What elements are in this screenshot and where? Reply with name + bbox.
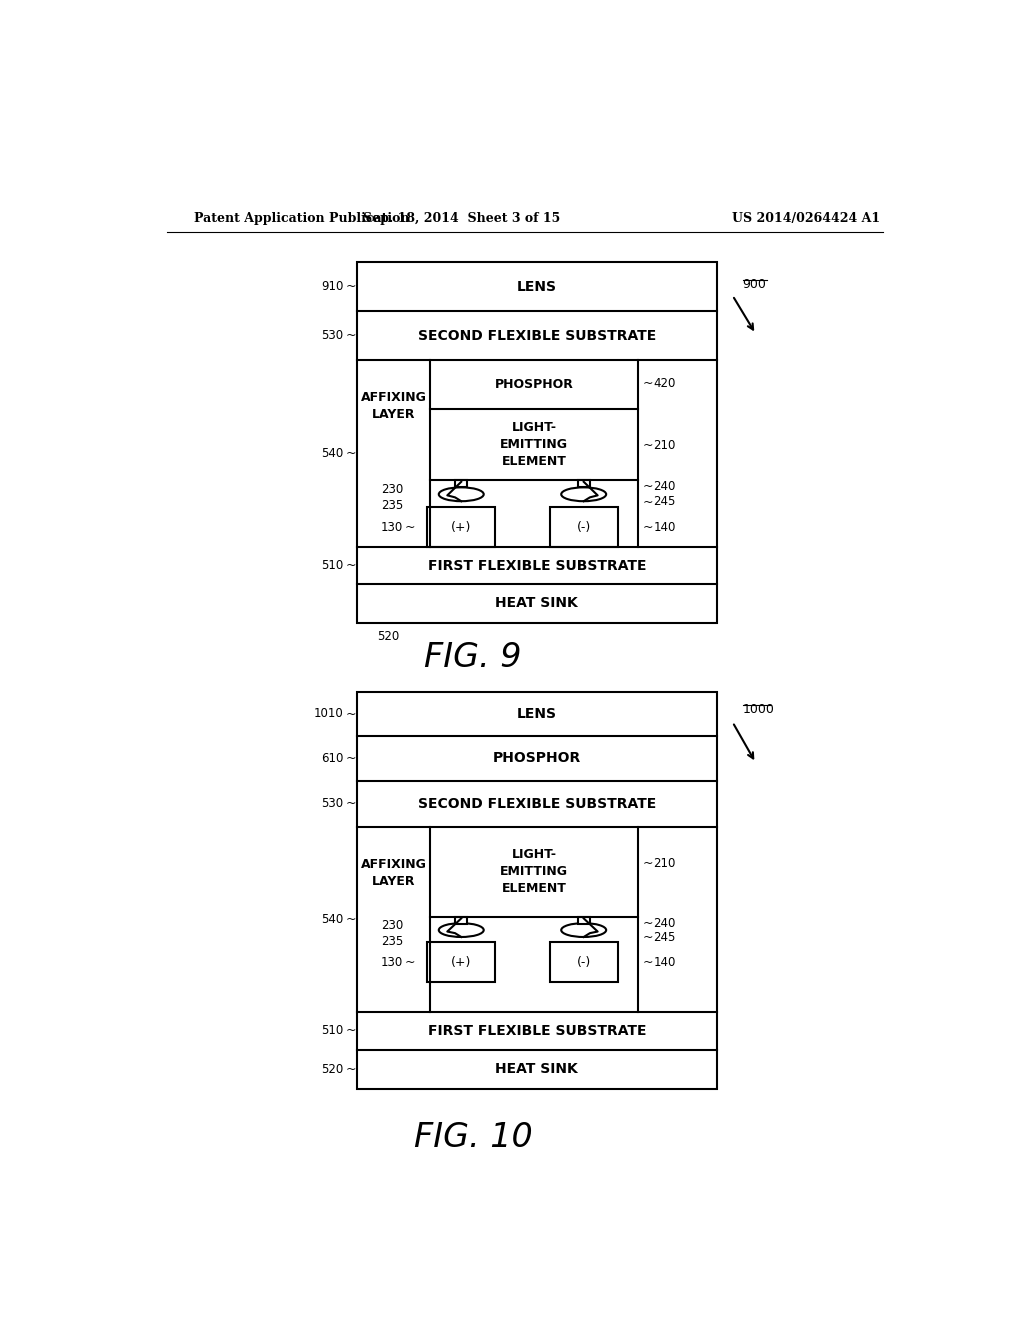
Text: AFFIXING
LAYER: AFFIXING LAYER <box>360 858 426 888</box>
Text: 235: 235 <box>381 499 403 512</box>
Ellipse shape <box>561 923 606 937</box>
Text: ~: ~ <box>346 560 356 573</box>
Text: (+): (+) <box>451 520 471 533</box>
Text: 1000: 1000 <box>742 704 774 717</box>
Text: 420: 420 <box>653 376 676 389</box>
Bar <box>578 917 590 924</box>
Text: 130: 130 <box>381 520 403 533</box>
Text: PHOSPHOR: PHOSPHOR <box>493 751 581 766</box>
Text: ~: ~ <box>643 480 653 492</box>
Text: ~: ~ <box>346 797 356 810</box>
Bar <box>550 507 617 548</box>
Bar <box>427 507 496 548</box>
Text: LENS: LENS <box>517 280 557 293</box>
Text: ~: ~ <box>404 956 415 969</box>
Ellipse shape <box>438 487 483 502</box>
Text: 530: 530 <box>322 797 343 810</box>
Text: ~: ~ <box>643 932 653 944</box>
Text: ~: ~ <box>643 916 653 929</box>
Text: 245: 245 <box>653 495 676 508</box>
Text: ~: ~ <box>643 956 653 969</box>
Text: ~: ~ <box>346 447 356 461</box>
Text: 140: 140 <box>653 956 676 969</box>
Text: AFFIXING
LAYER: AFFIXING LAYER <box>360 391 426 421</box>
Text: FIRST FLEXIBLE SUBSTRATE: FIRST FLEXIBLE SUBSTRATE <box>428 558 646 573</box>
Text: ~: ~ <box>346 1024 356 1038</box>
Text: ~: ~ <box>346 329 356 342</box>
Text: SECOND FLEXIBLE SUBSTRATE: SECOND FLEXIBLE SUBSTRATE <box>418 797 656 810</box>
Text: FIG. 9: FIG. 9 <box>424 642 521 675</box>
Text: 1010: 1010 <box>313 708 343 721</box>
Text: 540: 540 <box>322 447 343 461</box>
Text: Patent Application Publication: Patent Application Publication <box>194 213 410 224</box>
Bar <box>455 917 467 924</box>
Text: ~: ~ <box>643 440 653 453</box>
Text: HEAT SINK: HEAT SINK <box>496 597 579 610</box>
Text: ~: ~ <box>346 912 356 925</box>
Bar <box>427 942 496 982</box>
Text: ~: ~ <box>404 520 415 533</box>
Ellipse shape <box>561 487 606 502</box>
Bar <box>578 480 590 487</box>
Text: 520: 520 <box>378 630 399 643</box>
Text: PHOSPHOR: PHOSPHOR <box>495 378 573 391</box>
Text: 610: 610 <box>322 751 343 764</box>
Text: LENS: LENS <box>517 708 557 721</box>
Text: (+): (+) <box>451 956 471 969</box>
Text: 520: 520 <box>322 1063 343 1076</box>
Text: ~: ~ <box>643 857 653 870</box>
Text: HEAT SINK: HEAT SINK <box>496 1063 579 1076</box>
Text: 900: 900 <box>742 279 766 292</box>
Text: ~: ~ <box>346 751 356 764</box>
Text: 245: 245 <box>653 932 676 944</box>
Bar <box>455 480 467 487</box>
Text: LIGHT-
EMITTING
ELEMENT: LIGHT- EMITTING ELEMENT <box>500 421 568 469</box>
Text: ~: ~ <box>346 1063 356 1076</box>
Text: 140: 140 <box>653 520 676 533</box>
Text: US 2014/0264424 A1: US 2014/0264424 A1 <box>732 213 881 224</box>
Text: 530: 530 <box>322 329 343 342</box>
Text: 210: 210 <box>653 857 676 870</box>
Text: ~: ~ <box>643 376 653 389</box>
Text: 210: 210 <box>653 440 676 453</box>
Text: ~: ~ <box>643 520 653 533</box>
Text: Sep. 18, 2014  Sheet 3 of 15: Sep. 18, 2014 Sheet 3 of 15 <box>362 213 560 224</box>
Ellipse shape <box>438 923 483 937</box>
Text: SECOND FLEXIBLE SUBSTRATE: SECOND FLEXIBLE SUBSTRATE <box>418 329 656 342</box>
Text: (-): (-) <box>577 520 591 533</box>
Text: LIGHT-
EMITTING
ELEMENT: LIGHT- EMITTING ELEMENT <box>500 849 568 895</box>
Text: FIG. 10: FIG. 10 <box>414 1122 532 1154</box>
Text: 240: 240 <box>653 916 676 929</box>
Text: 130: 130 <box>381 956 403 969</box>
Text: 510: 510 <box>322 560 343 573</box>
Text: ~: ~ <box>346 280 356 293</box>
Text: FIRST FLEXIBLE SUBSTRATE: FIRST FLEXIBLE SUBSTRATE <box>428 1024 646 1038</box>
Text: ~: ~ <box>346 708 356 721</box>
Bar <box>550 942 617 982</box>
Text: 240: 240 <box>653 480 676 492</box>
Text: (-): (-) <box>577 956 591 969</box>
Bar <box>356 692 717 1089</box>
Text: 910: 910 <box>322 280 343 293</box>
Text: 540: 540 <box>322 912 343 925</box>
Text: 230: 230 <box>381 483 403 496</box>
Bar <box>356 263 717 623</box>
Text: 235: 235 <box>381 935 403 948</box>
Text: 230: 230 <box>381 919 403 932</box>
Text: 510: 510 <box>322 1024 343 1038</box>
Text: ~: ~ <box>643 495 653 508</box>
